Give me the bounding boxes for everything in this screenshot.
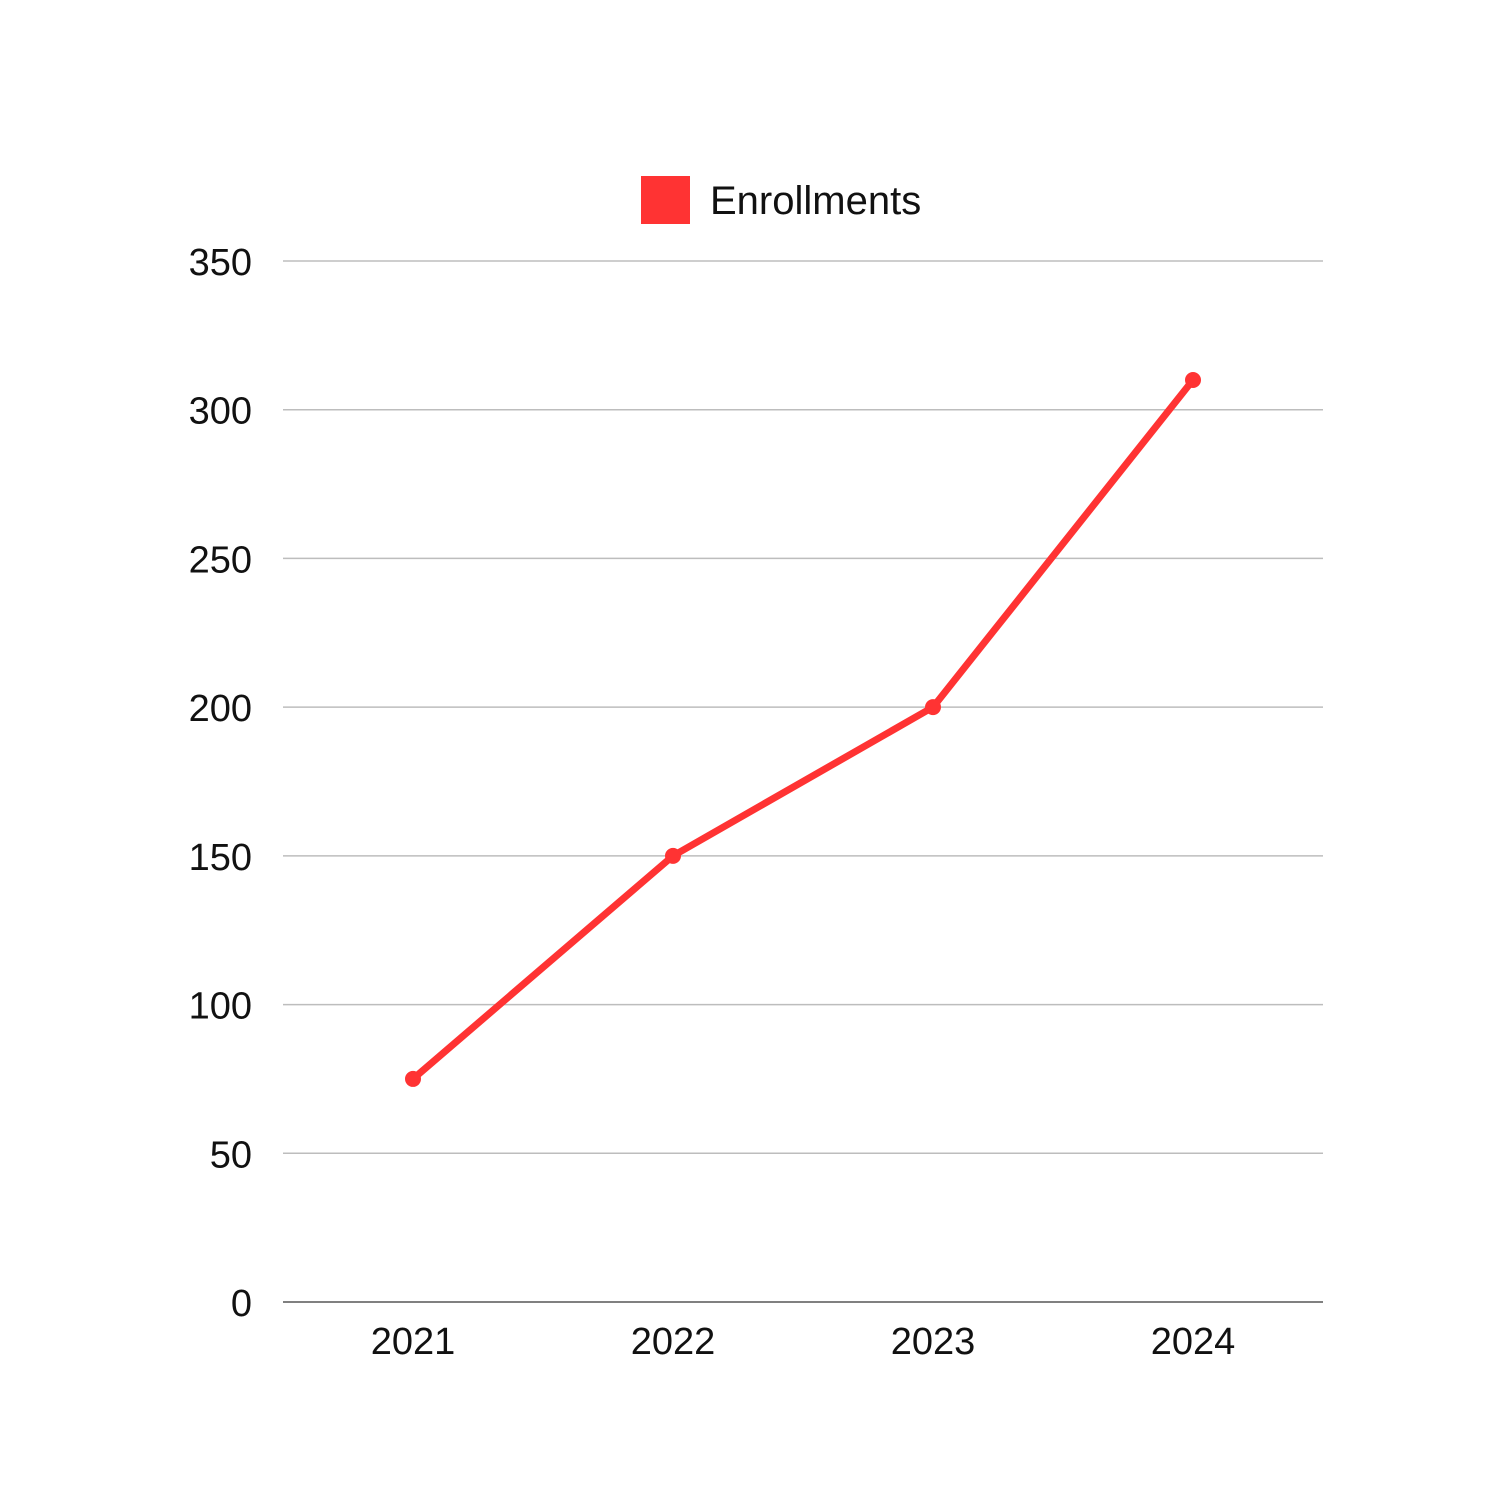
data-points	[405, 371, 1201, 1087]
data-point-2021	[405, 1070, 421, 1087]
y-tick-label-250: 250	[189, 539, 252, 581]
x-tick-label-2022: 2022	[631, 1321, 716, 1363]
y-tick-label-150: 150	[189, 837, 252, 879]
y-tick-label-350: 350	[189, 242, 252, 284]
x-tick-label-2021: 2021	[371, 1321, 456, 1363]
data-point-2024	[1185, 371, 1201, 388]
y-axis-tick-labels: 0 50 100 150 200 250 300 350	[189, 242, 252, 1325]
data-point-2022	[665, 847, 681, 864]
y-tick-label-300: 300	[189, 391, 252, 433]
x-tick-label-2023: 2023	[891, 1321, 976, 1363]
x-axis-tick-labels: 2021 2022 2023 2024	[371, 1321, 1236, 1363]
legend-swatch-enrollments	[641, 176, 690, 224]
gridlines	[283, 260, 1323, 1155]
y-tick-label-0: 0	[231, 1283, 252, 1325]
legend-label-enrollments: Enrollments	[710, 179, 921, 223]
series-line-enrollments	[409, 376, 1197, 1083]
x-tick-label-2024: 2024	[1151, 1321, 1236, 1363]
series-enrollments	[405, 371, 1201, 1087]
y-tick-label-100: 100	[189, 986, 252, 1028]
data-point-2023	[925, 699, 941, 716]
legend: Enrollments	[641, 176, 921, 224]
y-tick-label-200: 200	[189, 688, 252, 730]
y-tick-label-50: 50	[210, 1134, 252, 1176]
